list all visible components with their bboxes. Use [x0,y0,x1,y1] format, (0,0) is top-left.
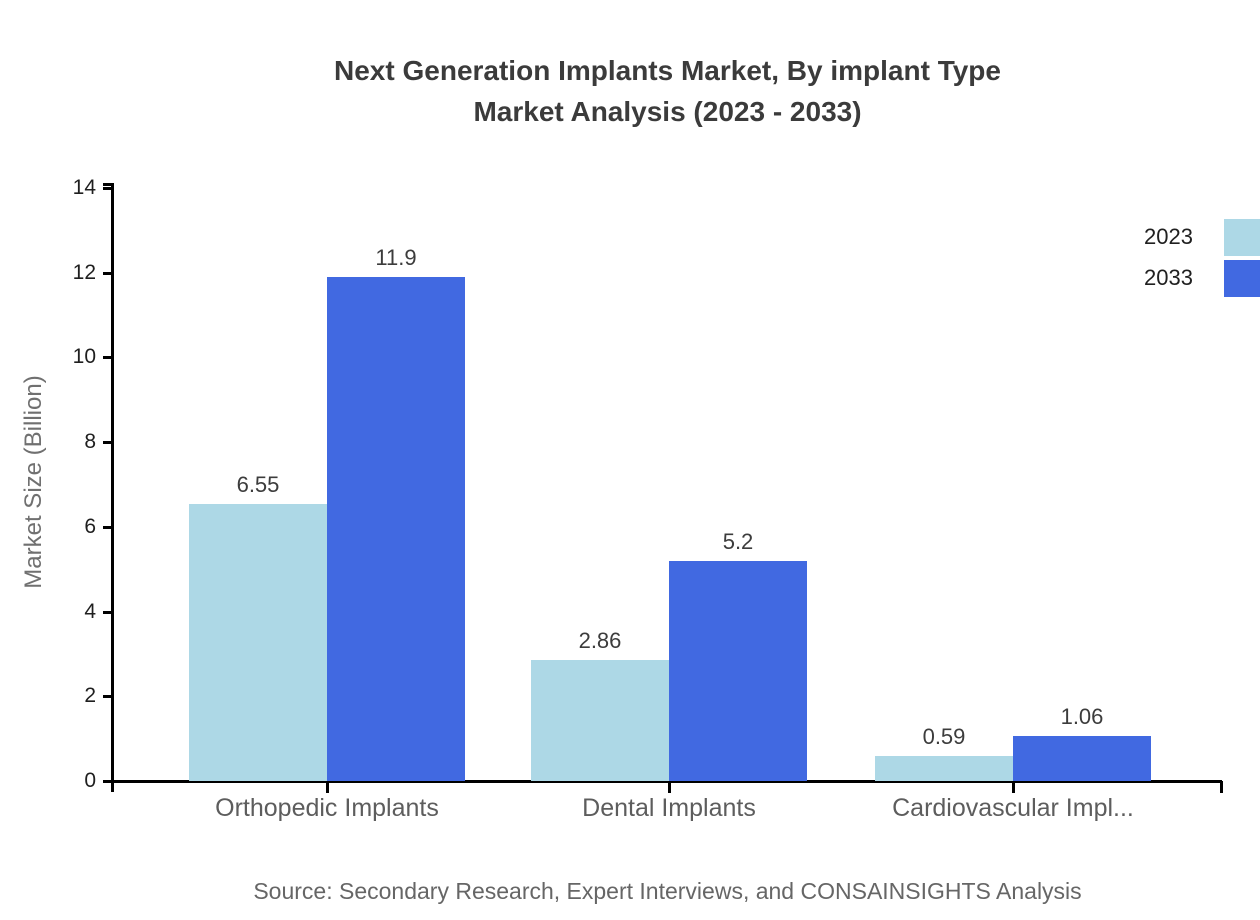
y-tick-label: 6 [84,515,96,538]
y-tick-mark [103,526,113,529]
x-tick-mark [668,781,671,793]
y-tick-label: 12 [72,261,96,284]
x-category-label: Orthopedic Implants [215,794,439,822]
y-tick-label: 14 [72,176,96,199]
bar-value-label: 5.2 [722,529,754,554]
bar-2033-3 [1013,736,1151,781]
legend-swatch-2033 [1224,260,1260,297]
chart-title: Next Generation Implants Market, By impl… [113,50,1222,132]
x-tick-mark [326,781,329,793]
bar-value-label: 1.06 [1060,704,1104,729]
bar-value-label: 2.86 [578,628,622,653]
bar-2023-2 [531,660,669,781]
bar-value-label: 0.59 [922,724,966,749]
bar-2023-1 [189,504,327,781]
bar-value-label: 11.9 [375,245,417,270]
y-axis-line [111,183,114,792]
legend-label: 2033 [1144,265,1193,290]
y-tick-mark [103,780,113,783]
x-tick-mark [1012,781,1015,793]
y-tick-mark [103,611,113,614]
bar-2033-1 [327,277,465,781]
y-tick-label: 8 [84,430,96,453]
bar-2033-2 [669,561,807,781]
legend-swatch-2023 [1224,219,1260,256]
chart-title-line2: Market Analysis (2023 - 2033) [473,96,862,127]
x-category-label: Cardiovascular Impl... [892,794,1134,822]
y-tick-mark [103,695,113,698]
y-tick-mark [103,441,113,444]
source-note: Source: Secondary Research, Expert Inter… [253,878,1082,904]
x-category-label: Dental Implants [582,794,756,822]
bar-value-label: 6.55 [236,472,280,497]
y-tick-label: 0 [84,769,96,792]
x-axis-line [103,780,1222,783]
x-axis-end-tick [1220,781,1223,793]
y-tick-mark [103,272,113,275]
legend-label: 2023 [1144,224,1193,249]
y-tick-label: 2 [84,684,96,707]
y-tick-label: 10 [72,345,96,368]
y-axis-endcap-tick [103,183,113,186]
bar-2023-3 [875,756,1013,781]
chart-title-line1: Next Generation Implants Market, By impl… [334,55,1001,86]
y-tick-mark [103,187,113,190]
y-tick-mark [103,356,113,359]
y-tick-label: 4 [84,600,96,623]
